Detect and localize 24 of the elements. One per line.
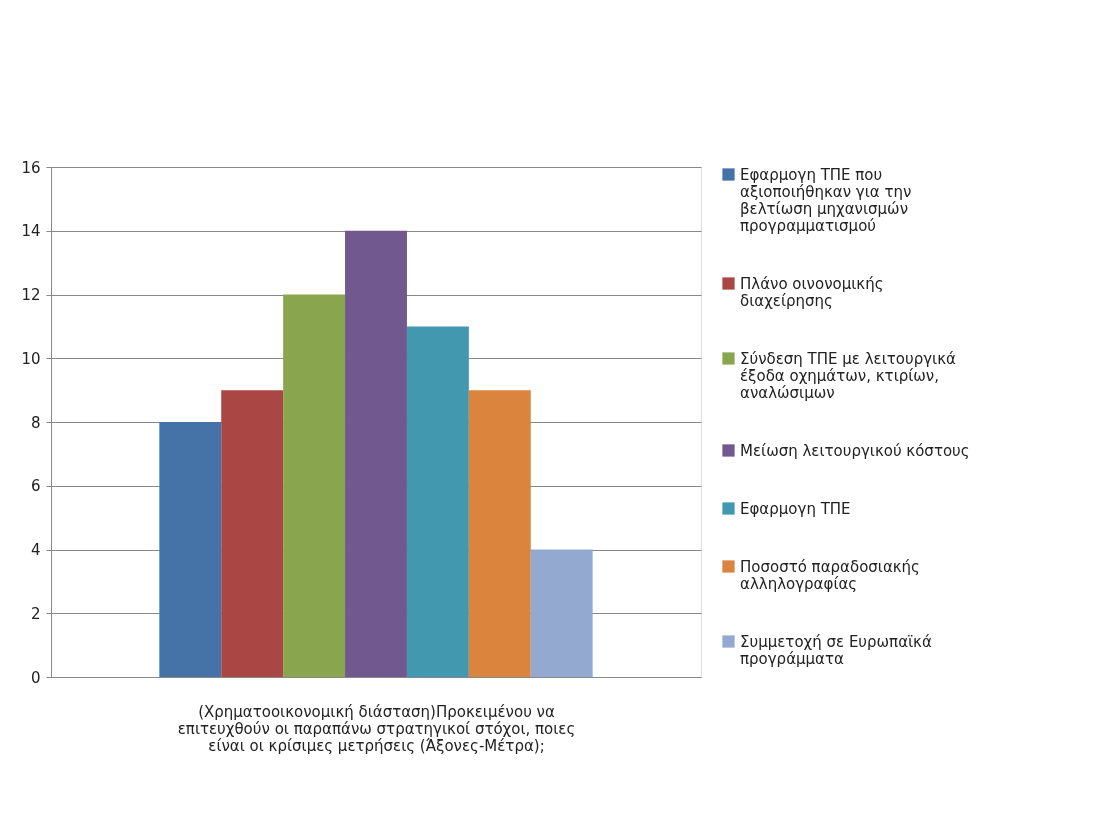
- y-tick-label: 12: [21, 286, 41, 304]
- bar: [345, 230, 407, 677]
- bar: [159, 422, 222, 677]
- legend-label: Σύνδεση ΤΠΕ με λειτουργικά έξοδα οχημάτων, κτιρίων, αναλώσιμων: [740, 349, 956, 402]
- y-tick-label: 8: [30, 413, 41, 432]
- y-tick-label: 10: [21, 349, 41, 368]
- bar: [468, 390, 531, 677]
- bar: [221, 390, 284, 677]
- y-tick-label: 0: [30, 668, 41, 687]
- y-tick-label: 4: [30, 541, 41, 559]
- y-tick-label: 14: [21, 222, 41, 241]
- y-tick-label: 16: [21, 158, 41, 177]
- bar: [530, 549, 593, 677]
- y-tick-label: 6: [30, 477, 41, 496]
- legend-label: Ποσοστό παραδοσιακής αλληλογραφίας: [740, 557, 920, 593]
- bar: [406, 326, 469, 677]
- bar: [283, 294, 346, 677]
- legend-label: Πλάνο οινονομικής διαχείρησης: [740, 274, 884, 310]
- legend-label: Εφαρμογη ΤΠΕ: [740, 499, 851, 518]
- legend-label: Συμμετοχή σε Ευρωπαϊκά προγράμματα: [740, 632, 932, 668]
- x-axis-title: (Χρηματοοικονομική διάσταση)Προκειμένου να επιτευχθούν οι παραπάνω στρατηγικοί στόχοι, ποιες είναι οι κρίσιμες μετρήσεις (Άξονες-Μέτρα);: [177, 702, 576, 755]
- legend-label: Εφαρμογη ΤΠΕ που αξιοποιήθηκαν για την βελτίωση μηχανισμών προγραμματισμού: [740, 165, 912, 235]
- y-tick-label: 2: [30, 604, 41, 623]
- legend-label: Μείωση λειτουργικού κόστους: [740, 441, 970, 460]
